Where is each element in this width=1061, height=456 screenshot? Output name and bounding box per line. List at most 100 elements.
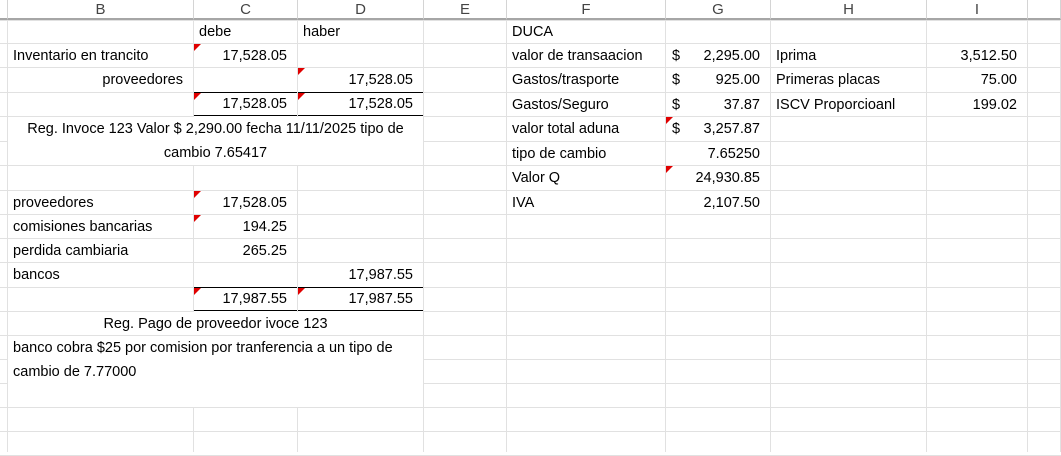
cell-g2[interactable]: $2,295.00 [666, 44, 770, 67]
cell-value: 2,295.00 [703, 47, 760, 64]
cell-b11[interactable]: bancos [8, 263, 193, 287]
cell-f8[interactable]: IVA [507, 191, 665, 214]
cell-c1[interactable]: debe [194, 21, 297, 43]
cell-g6[interactable]: 7.65250 [666, 142, 770, 165]
cell-value: valor total aduna [512, 121, 620, 137]
gridline [0, 383, 1061, 384]
gridline [0, 262, 1061, 263]
column-header-b[interactable]: B [8, 0, 194, 20]
cell-value: 199.02 [972, 96, 1017, 113]
cell-d1[interactable]: haber [298, 21, 423, 43]
cell-f6[interactable]: tipo de cambio [507, 142, 665, 165]
gridline [0, 287, 1061, 288]
cell-value: proveedores [102, 72, 183, 88]
cell-b2[interactable]: Inventario en trancito [8, 44, 193, 67]
column-header-g[interactable]: G [666, 0, 771, 20]
cell-value: 925.00 [715, 72, 760, 88]
cell-f1[interactable]: DUCA [507, 21, 665, 43]
cell-h2[interactable]: Iprima [771, 44, 926, 67]
gridline [0, 20, 1061, 21]
cell-value: debe [199, 24, 232, 40]
cell-i2[interactable]: 3,512.50 [927, 44, 1027, 67]
cell-d4[interactable]: 17,528.05 [298, 92, 423, 118]
cell-value: Iprima [776, 47, 817, 64]
gridline [7, 21, 8, 452]
cell-b9[interactable]: comisiones bancarias [8, 215, 193, 238]
comment-indicator-icon[interactable] [666, 166, 673, 173]
comment-indicator-icon[interactable] [194, 44, 201, 51]
gridline [0, 238, 1061, 239]
cell-b14-d16[interactable]: banco cobra $25 por comision por tranfer… [8, 336, 423, 407]
cell-d11[interactable]: 17,987.55 [298, 263, 423, 287]
column-header-a[interactable] [0, 0, 8, 20]
cell-value: Gastos/trasporte [512, 72, 620, 88]
cell-f4[interactable]: Gastos/Seguro [507, 93, 665, 116]
comment-indicator-icon[interactable] [194, 93, 201, 100]
cell-value: 265.25 [242, 242, 287, 259]
cell-value: Inventario en trancito [13, 47, 149, 64]
gridline [0, 141, 1061, 142]
column-header-j[interactable] [1028, 0, 1061, 20]
column-header-i[interactable]: I [927, 0, 1028, 20]
cell-value: IVA [512, 194, 535, 211]
cell-f5[interactable]: valor total aduna [507, 117, 665, 141]
column-header-c[interactable]: C [194, 0, 298, 20]
cell-c4[interactable]: 17,528.05 [194, 92, 297, 118]
gridline [506, 21, 507, 452]
cell-value: Valor Q [512, 170, 561, 186]
cell-c2[interactable]: 17,528.05 [194, 44, 297, 67]
cell-h3[interactable]: Primeras placas [771, 68, 926, 92]
cell-c10[interactable]: 265.25 [194, 239, 297, 262]
cell-g7[interactable]: 24,930.85 [666, 166, 770, 190]
comment-indicator-icon[interactable] [194, 191, 201, 198]
cell-value: 17,528.05 [348, 96, 413, 112]
cell-h4[interactable]: ISCV Proporcioanl [771, 93, 926, 116]
cell-value: 17,528.05 [222, 194, 287, 211]
cell-c8[interactable]: 17,528.05 [194, 191, 297, 214]
cell-b8[interactable]: proveedores [8, 191, 193, 214]
cell-f3[interactable]: Gastos/trasporte [507, 68, 665, 92]
cell-value: ISCV Proporcioanl [776, 96, 896, 113]
column-header-h[interactable]: H [771, 0, 927, 20]
cell-value: 3,512.50 [960, 47, 1017, 64]
cell-b5-d6[interactable]: Reg. Invoce 123 Valor $ 2,290.00 fecha 1… [8, 117, 423, 165]
comment-indicator-icon[interactable] [298, 68, 305, 75]
cell-d12[interactable]: 17,987.55 [298, 287, 423, 313]
cell-value: 17,987.55 [348, 291, 413, 307]
cell-b10[interactable]: perdida cambiaria [8, 239, 193, 262]
cell-c9[interactable]: 194.25 [194, 215, 297, 238]
cell-g5[interactable]: $3,257.87 [666, 117, 770, 141]
cell-c12[interactable]: 17,987.55 [194, 287, 297, 313]
cell-value: perdida cambiaria [13, 242, 129, 259]
gridline [0, 214, 1061, 215]
comment-indicator-icon[interactable] [666, 117, 673, 124]
comment-indicator-icon[interactable] [194, 215, 201, 222]
comment-indicator-icon[interactable] [298, 288, 305, 295]
comment-indicator-icon[interactable] [194, 288, 201, 295]
gridline [926, 21, 927, 452]
column-header-d[interactable]: D [298, 0, 424, 20]
cell-value: proveedores [13, 194, 94, 211]
cell-f2[interactable]: valor de transaacion [507, 44, 665, 67]
cell-value: 194.25 [242, 218, 287, 235]
cell-value: 2,107.50 [703, 194, 760, 211]
gridline [0, 67, 1061, 68]
cell-value: Gastos/Seguro [512, 96, 609, 113]
comment-indicator-icon[interactable] [298, 93, 305, 100]
cell-b3[interactable]: proveedores [8, 68, 193, 92]
cell-value: 37.87 [723, 96, 760, 113]
column-header-f[interactable]: F [507, 0, 666, 20]
gridline [0, 43, 1061, 44]
column-header-e[interactable]: E [424, 0, 507, 20]
cell-f7[interactable]: Valor Q [507, 166, 665, 190]
cell-g3[interactable]: $925.00 [666, 68, 770, 92]
currency-symbol: $ [672, 72, 681, 88]
cell-b13-d13[interactable]: Reg. Pago de proveedor ivoce 123 [8, 312, 423, 335]
cell-i3[interactable]: 75.00 [927, 68, 1027, 92]
cell-i4[interactable]: 199.02 [927, 93, 1027, 116]
cell-d3[interactable]: 17,528.05 [298, 68, 423, 92]
cell-g8[interactable]: 2,107.50 [666, 191, 770, 214]
gridline [0, 116, 1061, 117]
cell-g4[interactable]: $37.87 [666, 93, 770, 116]
